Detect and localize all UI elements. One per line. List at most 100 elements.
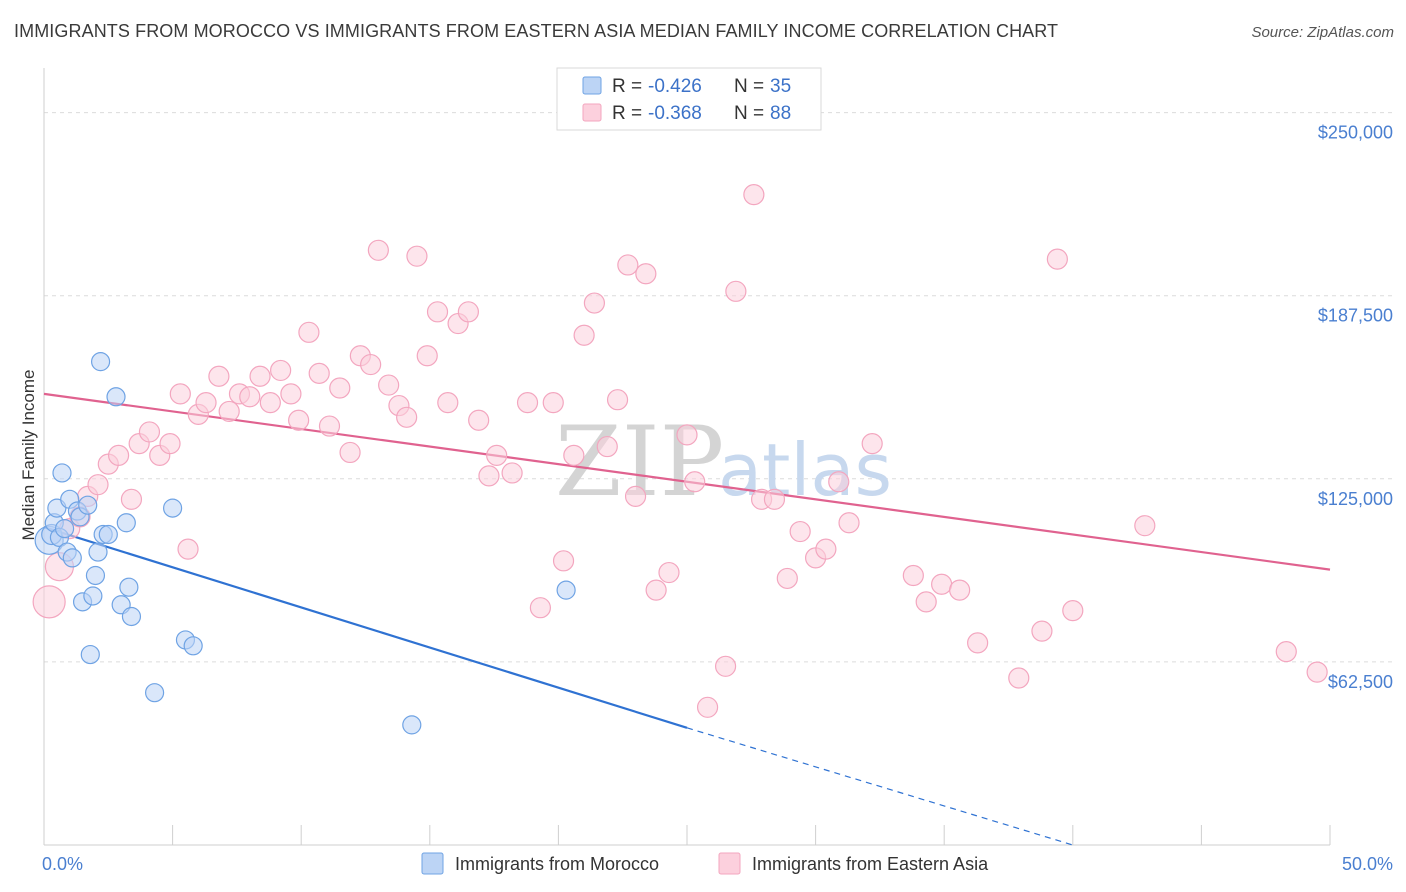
x-tick-labels: 0.0% 50.0%	[42, 854, 1393, 874]
bottom-legend-eastern-asia: Immigrants from Eastern Asia	[752, 854, 989, 874]
point-eastern-asia-63	[696, 696, 719, 718]
x-tick-label-1: 50.0%	[1342, 854, 1393, 874]
point-morocco-17	[88, 542, 108, 562]
legend-n-label-eastern-asia: N =	[734, 103, 764, 124]
y-tick-label-3: $250,000	[1318, 123, 1393, 143]
chart-title: IMMIGRANTS FROM MOROCCO VS IMMIGRANTS FR…	[14, 21, 1059, 41]
point-eastern-asia-45	[486, 444, 508, 466]
trend-line-morocco	[43, 526, 688, 729]
point-eastern-asia-50	[552, 550, 575, 572]
point-morocco-24	[119, 577, 139, 597]
source-label: Source: ZipAtlas.com	[1251, 24, 1394, 41]
point-eastern-asia-43	[468, 409, 490, 431]
point-eastern-asia-29	[329, 377, 351, 399]
point-eastern-asia-21	[249, 365, 271, 387]
point-eastern-asia-80	[967, 632, 989, 654]
legend-n-value-eastern-asia: 88	[770, 103, 791, 124]
point-morocco-30	[402, 715, 422, 735]
point-eastern-asia-60	[658, 561, 680, 584]
point-eastern-asia-65	[725, 280, 747, 302]
point-eastern-asia-54	[596, 435, 618, 458]
point-eastern-asia-27	[308, 362, 330, 384]
point-morocco-21	[106, 387, 126, 407]
point-eastern-asia-79	[949, 579, 971, 601]
point-eastern-asia-44	[478, 465, 500, 487]
point-eastern-asia-68	[763, 488, 786, 510]
point-morocco-5	[52, 463, 72, 483]
legend-swatch-morocco	[582, 76, 602, 95]
axes	[43, 68, 1331, 846]
point-eastern-asia-17	[208, 365, 230, 387]
bottom-legend-morocco: Immigrants from Morocco	[455, 854, 659, 874]
point-eastern-asia-86	[1275, 641, 1297, 663]
point-eastern-asia-25	[288, 409, 310, 431]
point-eastern-asia-51	[563, 444, 585, 466]
point-eastern-asia-46	[501, 462, 523, 484]
point-eastern-asia-26	[298, 321, 320, 343]
legend-r-label-eastern-asia: R =	[612, 103, 642, 124]
point-morocco-20	[98, 524, 118, 545]
point-eastern-asia-5	[87, 474, 109, 496]
point-morocco-25	[121, 606, 142, 627]
point-eastern-asia-0	[32, 585, 66, 619]
point-eastern-asia-72	[815, 538, 837, 560]
point-morocco-26	[144, 683, 165, 703]
stats-legend: R = -0.426 N = 35 R = -0.368 N = 88	[556, 67, 822, 131]
bottom-legend-swatch-morocco	[421, 852, 444, 875]
point-eastern-asia-32	[360, 353, 382, 376]
legend-r-label-morocco: R =	[612, 76, 642, 97]
point-eastern-asia-23	[270, 359, 292, 382]
point-eastern-asia-12	[159, 433, 181, 455]
bottom-legend: Immigrants from Morocco Immigrants from …	[421, 852, 989, 875]
point-morocco-13	[78, 495, 98, 515]
point-eastern-asia-69	[776, 567, 798, 590]
point-eastern-asia-83	[1046, 248, 1068, 270]
point-eastern-asia-24	[280, 383, 302, 405]
point-eastern-asia-74	[838, 512, 860, 534]
point-eastern-asia-42	[457, 301, 479, 323]
point-morocco-15	[83, 586, 103, 606]
point-morocco-6	[54, 519, 75, 539]
point-eastern-asia-57	[624, 485, 647, 507]
point-eastern-asia-73	[828, 471, 850, 493]
point-eastern-asia-78	[931, 573, 953, 595]
point-eastern-asia-87	[1306, 661, 1328, 683]
point-morocco-23	[116, 513, 136, 533]
point-eastern-asia-53	[583, 292, 606, 314]
point-eastern-asia-77	[915, 591, 937, 613]
point-eastern-asia-84	[1062, 600, 1084, 622]
legend-r-value-morocco: -0.426	[648, 76, 702, 97]
point-eastern-asia-61	[676, 424, 698, 446]
y-tick-label-2: $187,500	[1318, 306, 1393, 326]
point-eastern-asia-81	[1008, 667, 1030, 689]
point-morocco-27	[163, 498, 183, 518]
data-points	[32, 184, 1328, 735]
point-eastern-asia-13	[169, 383, 191, 405]
point-eastern-asia-39	[426, 301, 449, 323]
point-eastern-asia-7	[107, 444, 130, 466]
point-eastern-asia-49	[542, 392, 564, 414]
point-eastern-asia-82	[1031, 620, 1053, 642]
y-tick-labels: $62,500 $125,000 $187,500 $250,000	[1318, 123, 1393, 692]
legend-n-value-morocco: 35	[770, 76, 791, 97]
point-eastern-asia-38	[416, 345, 438, 367]
point-eastern-asia-36	[396, 406, 418, 428]
point-morocco-29	[183, 636, 203, 656]
y-axis-label: Median Family Income	[19, 369, 38, 540]
point-morocco-14	[80, 644, 100, 665]
point-eastern-asia-22	[259, 392, 281, 414]
legend-r-value-eastern-asia: -0.368	[648, 103, 702, 124]
point-eastern-asia-48	[529, 597, 551, 619]
point-eastern-asia-55	[606, 389, 629, 411]
bottom-legend-swatch-eastern-asia	[718, 852, 741, 875]
point-morocco-9	[62, 548, 82, 568]
point-eastern-asia-33	[367, 239, 389, 261]
point-eastern-asia-37	[406, 245, 428, 267]
point-eastern-asia-58	[635, 263, 657, 285]
point-eastern-asia-28	[318, 415, 341, 437]
legend-swatch-eastern-asia	[582, 103, 602, 122]
point-eastern-asia-64	[714, 655, 737, 677]
watermark: ZIP atlas	[555, 406, 892, 518]
point-eastern-asia-56	[617, 254, 639, 276]
